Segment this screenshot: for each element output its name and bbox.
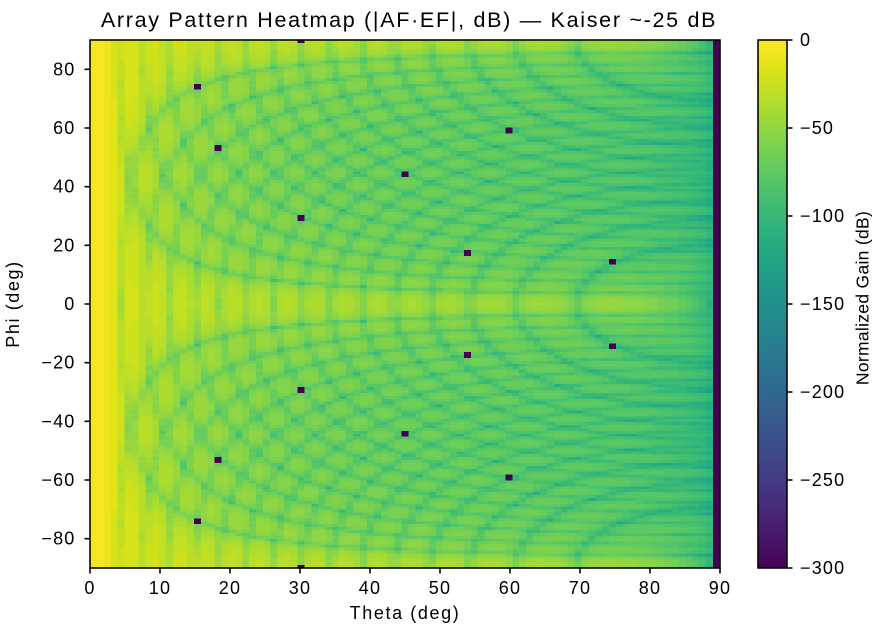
svg-text:Normalized Gain (dB): Normalized Gain (dB) (853, 211, 873, 385)
svg-text:40: 40 (359, 578, 381, 598)
svg-text:0: 0 (84, 578, 95, 598)
svg-text:−250: −250 (800, 470, 845, 490)
svg-text:30: 30 (289, 578, 311, 598)
svg-text:−150: −150 (800, 294, 845, 314)
svg-text:80: 80 (639, 578, 661, 598)
svg-text:80: 80 (53, 59, 75, 79)
svg-text:−40: −40 (41, 411, 75, 431)
svg-text:50: 50 (429, 578, 451, 598)
svg-text:70: 70 (569, 578, 591, 598)
svg-text:60: 60 (53, 118, 75, 138)
svg-text:−20: −20 (41, 353, 75, 373)
svg-text:−50: −50 (800, 118, 834, 138)
svg-text:−80: −80 (41, 529, 75, 549)
svg-text:40: 40 (53, 177, 75, 197)
svg-text:90: 90 (709, 578, 731, 598)
svg-text:10: 10 (149, 578, 171, 598)
svg-text:0: 0 (64, 294, 75, 314)
svg-text:20: 20 (53, 235, 75, 255)
svg-text:Array Pattern Heatmap (|AF·EF|: Array Pattern Heatmap (|AF·EF|, dB) — Ka… (101, 8, 717, 32)
svg-text:−200: −200 (800, 382, 845, 402)
svg-text:−300: −300 (800, 558, 845, 578)
svg-text:Phi (deg): Phi (deg) (3, 260, 23, 347)
svg-text:0: 0 (800, 30, 811, 50)
svg-text:60: 60 (499, 578, 521, 598)
svg-text:20: 20 (219, 578, 241, 598)
svg-text:−100: −100 (800, 206, 845, 226)
svg-text:Theta (deg): Theta (deg) (350, 603, 461, 623)
svg-text:−60: −60 (41, 470, 75, 490)
